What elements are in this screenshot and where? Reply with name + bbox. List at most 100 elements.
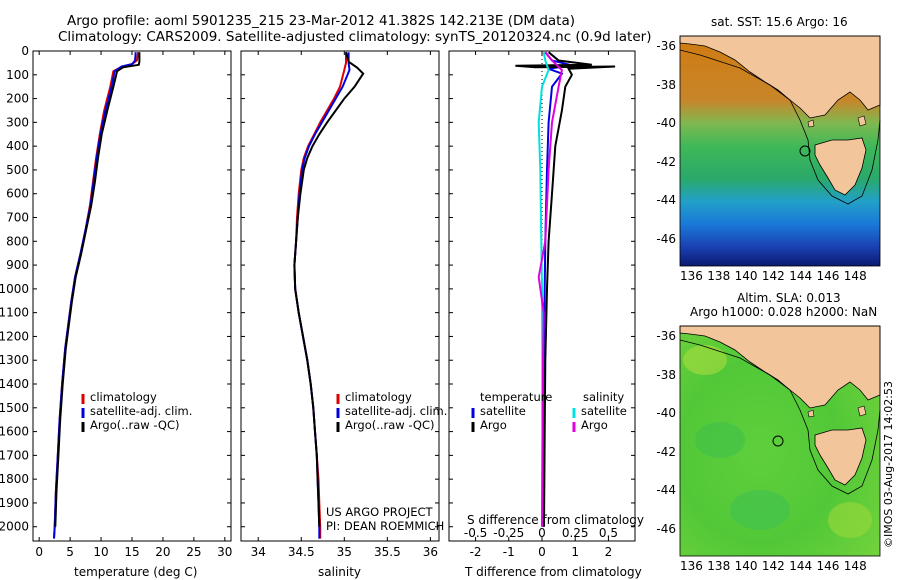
diff-legend-temp-argo: Argo: [480, 418, 507, 432]
diff-legend-salinity-title: salinity: [583, 390, 625, 404]
ytick-label: 1500: [0, 401, 29, 415]
sla-map-xtick-label: 136: [680, 559, 703, 573]
sst-map-xtick-label: 136: [680, 269, 703, 283]
imos-stamp: ©IMOS 03-Aug-2017 14:02:53: [882, 381, 895, 548]
sal-annotation-pi: PI: DEAN ROEMMICH: [326, 519, 445, 533]
sla-map-ytick-label: -46: [656, 521, 676, 536]
sla-map-xtick-label: 142: [761, 559, 785, 573]
sst-map-ytick-label: -38: [656, 77, 676, 92]
series-line-salinity-2: [293, 51, 365, 527]
ytick-label: 1700: [0, 448, 29, 462]
sal-annotation-project: US ARGO PROJECT: [326, 505, 433, 519]
temp-legend-satellite: satellite-adj. clim.: [90, 404, 193, 418]
ytick-label: 400: [6, 139, 29, 153]
xtick-label-salinity: 34.5: [288, 545, 315, 559]
temp-legend-argo: Argo(..raw -QC): [90, 418, 180, 432]
series-line-difference-3: [537, 51, 563, 527]
series-line-salinity-1: [293, 52, 351, 539]
sst-map-xtick-label: 140: [734, 269, 758, 283]
sal-legend-satellite: satellite-adj. clim.: [345, 404, 448, 418]
xtick-label-top-difference: -0.25: [493, 526, 524, 540]
figure-title-line1: Argo profile: aoml 5901235_215 23-Mar-20…: [67, 13, 576, 29]
xtick-label-salinity: 35.5: [374, 545, 401, 559]
sst-map-xtick-label: 142: [761, 269, 785, 283]
diff-legend-temperature-title: temperature: [480, 390, 553, 404]
diff-legend-sal-satellite: satellite: [581, 404, 627, 418]
sst-map-ytick-label: -46: [656, 231, 676, 246]
ytick-label: 900: [6, 258, 29, 272]
figure-title-line2: Climatology: CARS2009. Satellite-adjuste…: [58, 29, 652, 45]
ytick-label: 300: [6, 115, 29, 129]
sla-map-ytick-label: -44: [656, 483, 676, 497]
xtick-label-temperature: 0: [35, 545, 43, 559]
ytick-label: 1300: [0, 353, 29, 367]
xtick-label-temperature: 5: [66, 545, 74, 559]
series-line-difference-1: [515, 51, 616, 527]
sal-legend-argo: Argo(..raw -QC): [345, 418, 435, 432]
xtick-label-temperature: 15: [124, 545, 139, 559]
sla-map-ytick-label: -42: [656, 444, 676, 459]
xtick-label-difference: 1: [571, 545, 579, 559]
ytick-label: 800: [6, 234, 29, 248]
diff-xlabel-bottom: T difference from climatology: [465, 565, 642, 579]
sst-map-ytick-label: -42: [656, 154, 676, 169]
series-line-temperature-2: [54, 52, 141, 527]
xtick-label-difference: 0: [538, 545, 546, 559]
ytick-label: 200: [6, 92, 29, 106]
sla-map-ytick-label: -38: [656, 367, 676, 382]
sst-map-ytick-label: -36: [656, 39, 676, 53]
xtick-label-temperature: 20: [155, 545, 170, 559]
sst-map-xtick-label: 138: [707, 269, 731, 283]
sla-map-xtick-label: 140: [734, 559, 758, 573]
ytick-label: 1800: [0, 472, 29, 486]
xtick-label-salinity: 34: [251, 545, 266, 559]
ytick-label: 1100: [0, 306, 29, 320]
ytick-label: 700: [6, 211, 29, 225]
ytick-label: 2000: [0, 520, 29, 534]
sla-map-xtick-label: 146: [816, 559, 840, 573]
sst-map-ytick-label: -44: [656, 193, 676, 207]
sla-map-ytick-label: -40: [656, 406, 676, 420]
sla-map-xtick-label: 144: [789, 559, 813, 573]
xtick-label-top-difference: 0.5: [599, 526, 618, 540]
sla-map-ytick-label: -36: [656, 329, 676, 343]
ytick-label: 1400: [0, 377, 29, 391]
sst-map-xtick-label: 146: [816, 269, 840, 283]
diff-xlabel-top: S difference from climatology: [467, 513, 644, 527]
ytick-label: 600: [6, 187, 29, 201]
ytick-label: 0: [21, 44, 29, 58]
sal-xlabel: salinity: [318, 565, 362, 579]
ytick-label: 1600: [0, 425, 29, 439]
xtick-label-temperature: 30: [217, 545, 232, 559]
sal-legend-climatology: climatology: [345, 390, 412, 404]
xtick-label-difference: 2: [605, 545, 613, 559]
xtick-label-top-difference: -0.5: [464, 526, 487, 540]
xtick-label-salinity: 36: [423, 545, 438, 559]
sla-map-xtick-label: 138: [707, 559, 731, 573]
sst-map-xtick-label: 144: [789, 269, 813, 283]
ytick-label: 500: [6, 163, 29, 177]
xtick-label-salinity: 35: [337, 545, 352, 559]
xtick-label-top-difference: 0: [538, 526, 546, 540]
xtick-label-temperature: 25: [186, 545, 201, 559]
panel-frame-temperature: [32, 50, 232, 542]
sst-map-ytick-label: -40: [656, 116, 676, 130]
ytick-label: 1900: [0, 496, 29, 510]
xtick-label-temperature: 10: [93, 545, 108, 559]
xtick-label-difference: -2: [470, 545, 482, 559]
series-line-temperature-1: [53, 52, 137, 539]
series-line-temperature-0: [53, 52, 140, 539]
diff-legend-sal-argo: Argo: [581, 418, 608, 432]
diff-legend-temp-satellite: satellite: [480, 404, 526, 418]
sst-map-xtick-label: 148: [843, 269, 867, 283]
xtick-label-top-difference: 0.25: [562, 526, 589, 540]
temp-legend-climatology: climatology: [90, 390, 157, 404]
ytick-label: 1200: [0, 329, 29, 343]
ytick-label: 1000: [0, 282, 29, 296]
sla-map-title-line2: Argo h1000: 0.028 h2000: NaN: [690, 305, 878, 319]
sst-map-title: sat. SST: 15.6 Argo: 16: [711, 15, 848, 29]
sla-map-title-line1: Altim. SLA: 0.013: [737, 291, 841, 305]
sla-map-xtick-label: 148: [843, 559, 867, 573]
panel-frame-salinity: [240, 50, 440, 542]
